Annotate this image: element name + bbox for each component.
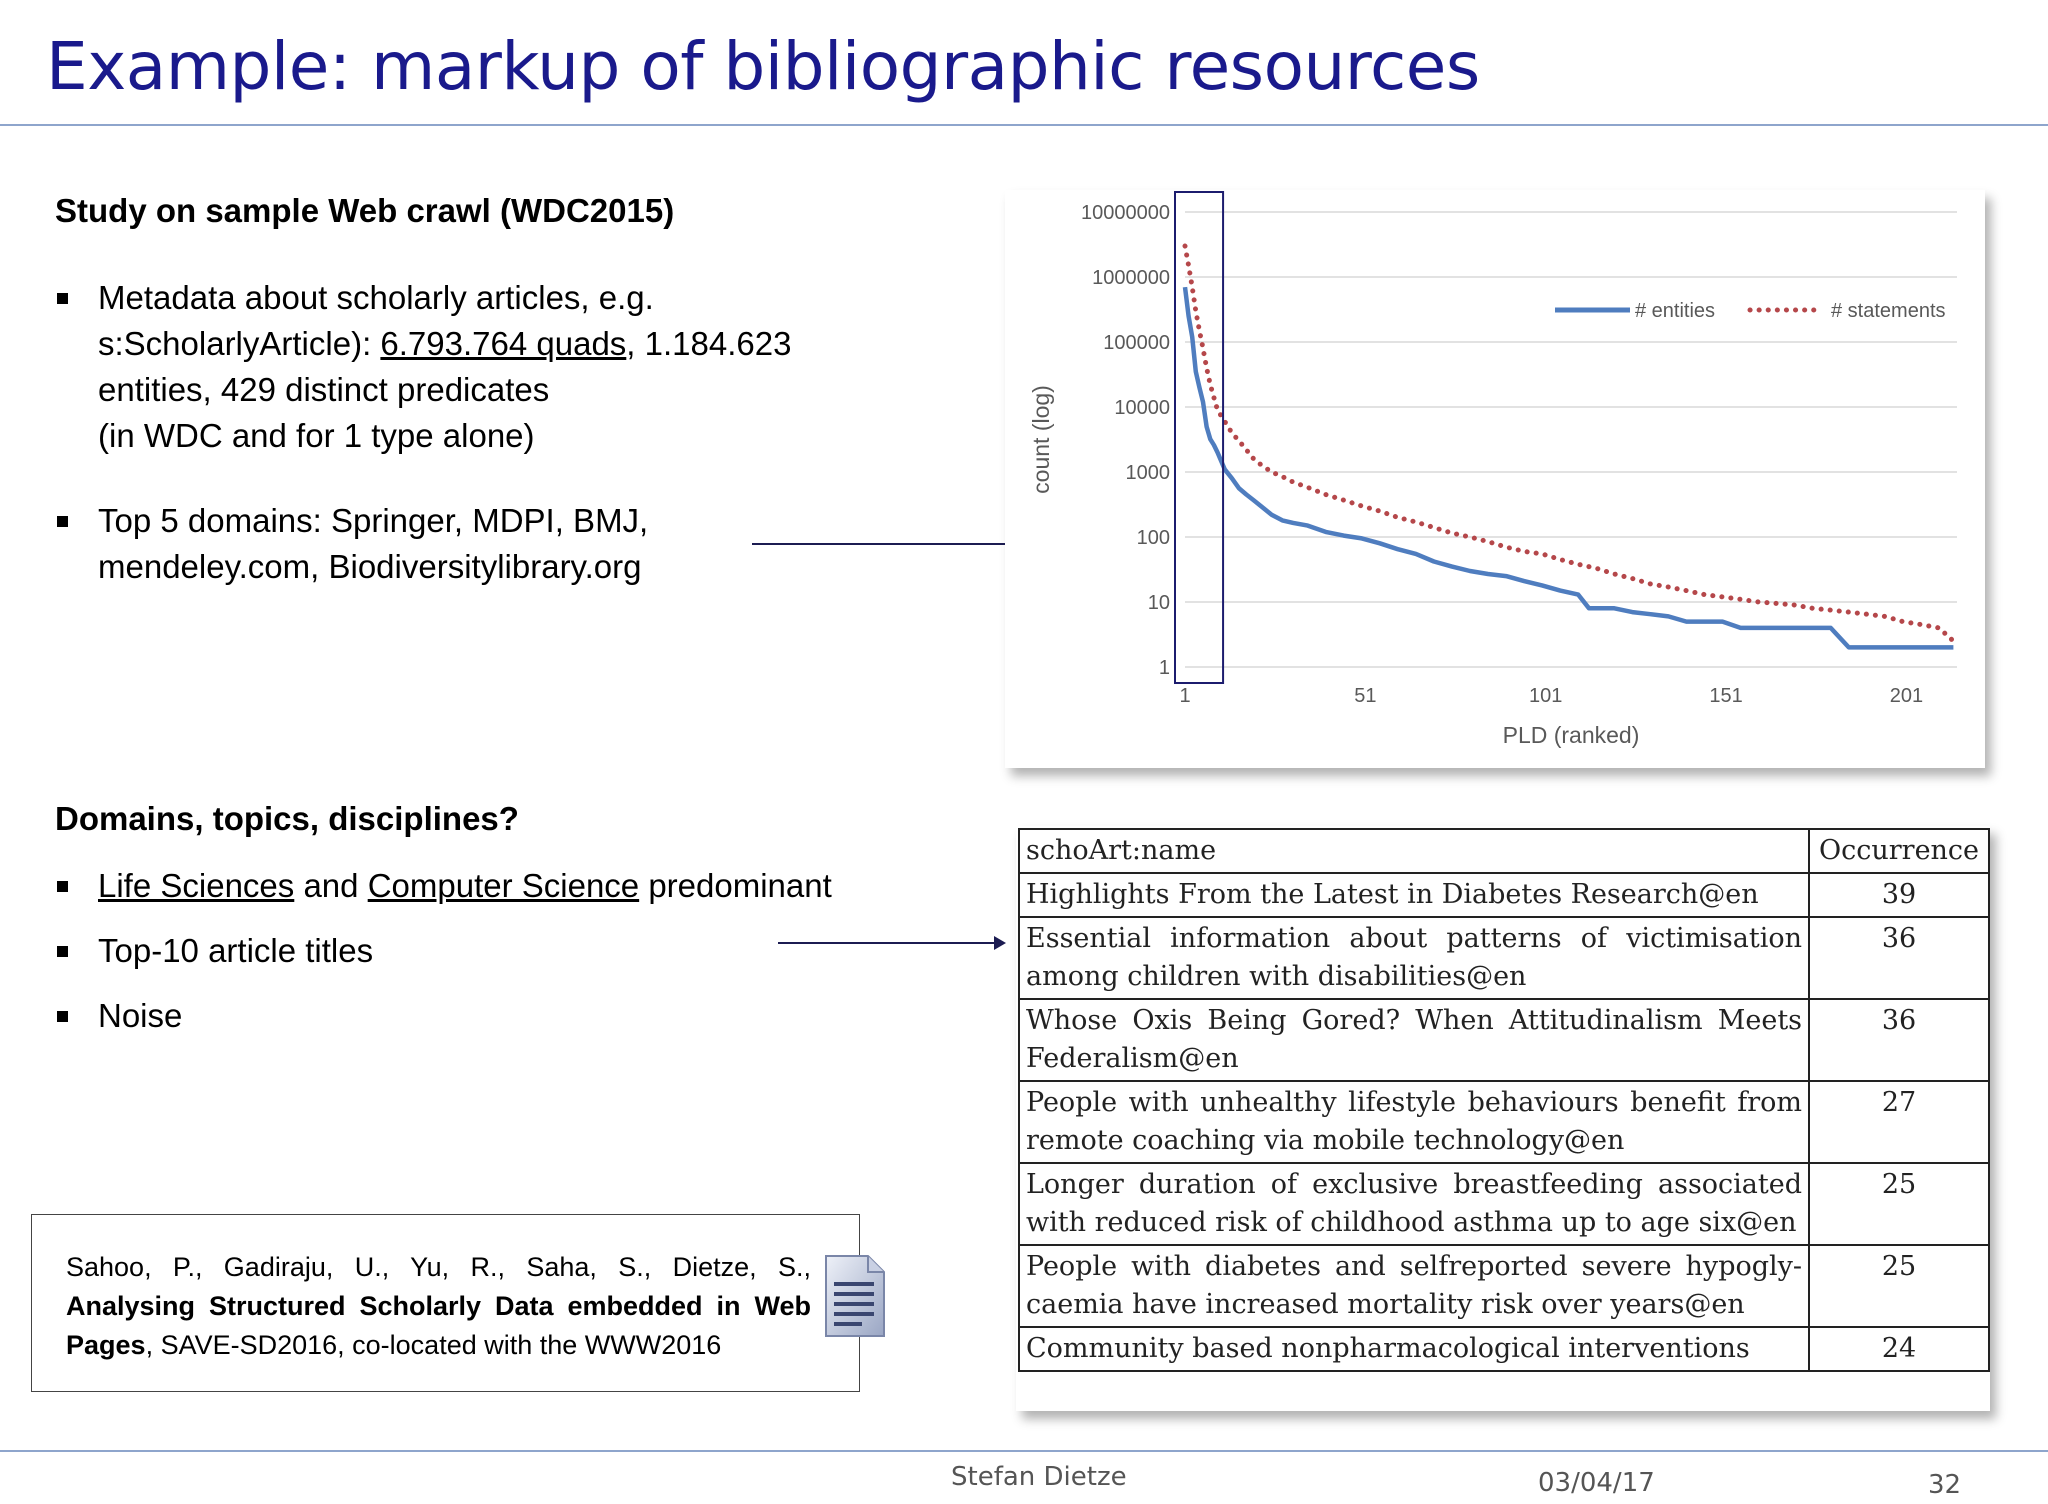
y-tick-label: 100000 — [1103, 332, 1170, 354]
bullet-top-domains-line1: Top 5 domains: Springer, MDPI, BMJ, — [98, 502, 649, 539]
reference-venue: , SAVE-SD2016, co-located with the WWW20… — [145, 1330, 722, 1360]
table-row: People with unhealthy lifestyle behaviou… — [1017, 1080, 1990, 1164]
row-count: 27 — [1808, 1080, 1990, 1164]
table-header-row: schoArt:name Occurrence — [1017, 828, 1990, 874]
bullet-top-domains: Top 5 domains: Springer, MDPI, BMJ, mend… — [55, 498, 648, 590]
reference-title[interactable]: Analysing Structured Scholarly Data embe… — [66, 1291, 811, 1360]
chart-panel: 10000000 1000000 100000 10000 1000 100 10 1 1 51 1… — [1005, 190, 1985, 768]
quads-link[interactable]: 6.793.764 quads — [380, 325, 627, 362]
x-tick-label: 151 — [1709, 685, 1742, 707]
bullet-metadata: Metadata about scholarly articles, e.g. … — [55, 275, 791, 459]
bullet-metadata-line1: Metadata about scholarly articles, e.g. — [98, 279, 654, 316]
slide-title: Example: markup of bibliographic resourc… — [46, 28, 1480, 105]
bullet-noise-text: Noise — [98, 997, 183, 1034]
bullet-noise: Noise — [55, 993, 832, 1039]
table-row: Community based nonpharmacological inter… — [1017, 1326, 1990, 1372]
life-sciences-link[interactable]: Life Sciences — [98, 867, 295, 904]
y-tick-label: 1 — [1159, 657, 1170, 679]
bullet-metadata-line3: entities, 429 distinct predicates — [98, 371, 550, 408]
domains-heading: Domains, topics, disciplines? — [55, 800, 519, 837]
arrow-to-table — [778, 936, 1006, 950]
row-count: 25 — [1808, 1162, 1990, 1246]
reference-authors: Sahoo, P., Gadiraju, U., Yu, R., Saha, S… — [66, 1252, 811, 1282]
domains-bullets: Life Sciences and Computer Science predo… — [55, 863, 832, 1039]
study-heading: Study on sample Web crawl (WDC2015) — [55, 192, 675, 229]
computer-science-link[interactable]: Computer Science — [367, 867, 640, 904]
y-tick-label: 100 — [1137, 527, 1170, 549]
row-count: 36 — [1808, 916, 1990, 1000]
titles-table-panel: schoArt:name Occurrence Highlights From … — [1016, 826, 1990, 1411]
domains-bullets-top: Top 5 domains: Springer, MDPI, BMJ, mend… — [55, 498, 648, 590]
bullet-top-titles: Top-10 article titles — [55, 928, 832, 974]
x-tick-label: 51 — [1354, 685, 1376, 707]
table-row: Longer duration of exclusive breastfeedi… — [1017, 1162, 1990, 1246]
row-name: People with diabetes and selfreported se… — [1017, 1244, 1811, 1328]
header-occurrence: Occurrence — [1808, 828, 1990, 874]
table-row: Highlights From the Latest in Diabetes R… — [1017, 872, 1990, 918]
row-count: 36 — [1808, 998, 1990, 1082]
row-name: Longer duration of exclusive breastfeedi… — [1017, 1162, 1811, 1246]
row-count: 24 — [1808, 1326, 1990, 1372]
footer-divider — [0, 1450, 2048, 1452]
header-name: schoArt:name — [1017, 828, 1811, 874]
x-tick-label: 201 — [1890, 685, 1923, 707]
reference-text: Sahoo, P., Gadiraju, U., Yu, R., Saha, S… — [66, 1248, 811, 1365]
bullet-metadata-line2-pre: s:ScholarlyArticle): — [98, 325, 381, 362]
legend-label-statements: # statements — [1831, 300, 1946, 322]
bullet-metadata-line2-post: , 1.184.623 — [626, 325, 792, 362]
series-line-statements — [1182, 243, 1956, 644]
series-line-entities — [1182, 286, 1954, 650]
row-name: Community based nonpharmacological inter… — [1017, 1326, 1811, 1372]
row-name: Whose Oxis Being Gored? When Attitudinal… — [1017, 998, 1811, 1082]
y-tick-label: 1000000 — [1092, 267, 1170, 289]
y-tick-label: 10 — [1148, 592, 1170, 614]
bullet-top-titles-text: Top-10 article titles — [98, 932, 374, 969]
bullet-disciplines-mid: and — [294, 867, 368, 904]
bullet-top-domains-line2: mendeley.com, Biodiversitylibrary.org — [98, 548, 642, 585]
study-bullets: Metadata about scholarly articles, e.g. … — [55, 275, 791, 459]
bullet-disciplines-post: predominant — [639, 867, 832, 904]
y-tick-label: 10000 — [1114, 397, 1170, 419]
row-name: People with unhealthy lifestyle behaviou… — [1017, 1080, 1811, 1164]
bullet-disciplines: Life Sciences and Computer Science predo… — [55, 863, 832, 909]
table-row: Whose Oxis Being Gored? When Attitudinal… — [1017, 998, 1990, 1082]
row-name: Highlights From the Latest in Diabetes R… — [1017, 872, 1811, 918]
bullet-metadata-line4: (in WDC and for 1 type alone) — [98, 417, 535, 454]
row-name: Essential information about patterns of … — [1017, 916, 1811, 1000]
row-count: 39 — [1808, 872, 1990, 918]
title-divider — [0, 124, 2048, 126]
reference-box: Sahoo, P., Gadiraju, U., Yu, R., Saha, S… — [31, 1214, 860, 1392]
legend-label-entities: # entities — [1635, 300, 1715, 322]
row-count: 25 — [1808, 1244, 1990, 1328]
footer-page-number: 32 — [1928, 1470, 1962, 1500]
titles-table: schoArt:name Occurrence Highlights From … — [1017, 828, 1990, 1372]
y-axis-label: count (log) — [1028, 385, 1054, 494]
x-axis-label: PLD (ranked) — [1503, 722, 1640, 748]
table-row: People with diabetes and selfreported se… — [1017, 1244, 1990, 1328]
y-tick-label: 1000 — [1126, 462, 1171, 484]
y-tick-label: 10000000 — [1081, 202, 1170, 224]
table-row: Essential information about patterns of … — [1017, 916, 1990, 1000]
highlight-box — [1174, 191, 1225, 684]
footer-date: 03/04/17 — [1538, 1468, 1655, 1498]
x-tick-label: 101 — [1529, 685, 1562, 707]
x-tick-label: 1 — [1179, 685, 1190, 707]
footer-author: Stefan Dietze — [951, 1462, 1127, 1492]
document-icon[interactable] — [822, 1254, 888, 1340]
